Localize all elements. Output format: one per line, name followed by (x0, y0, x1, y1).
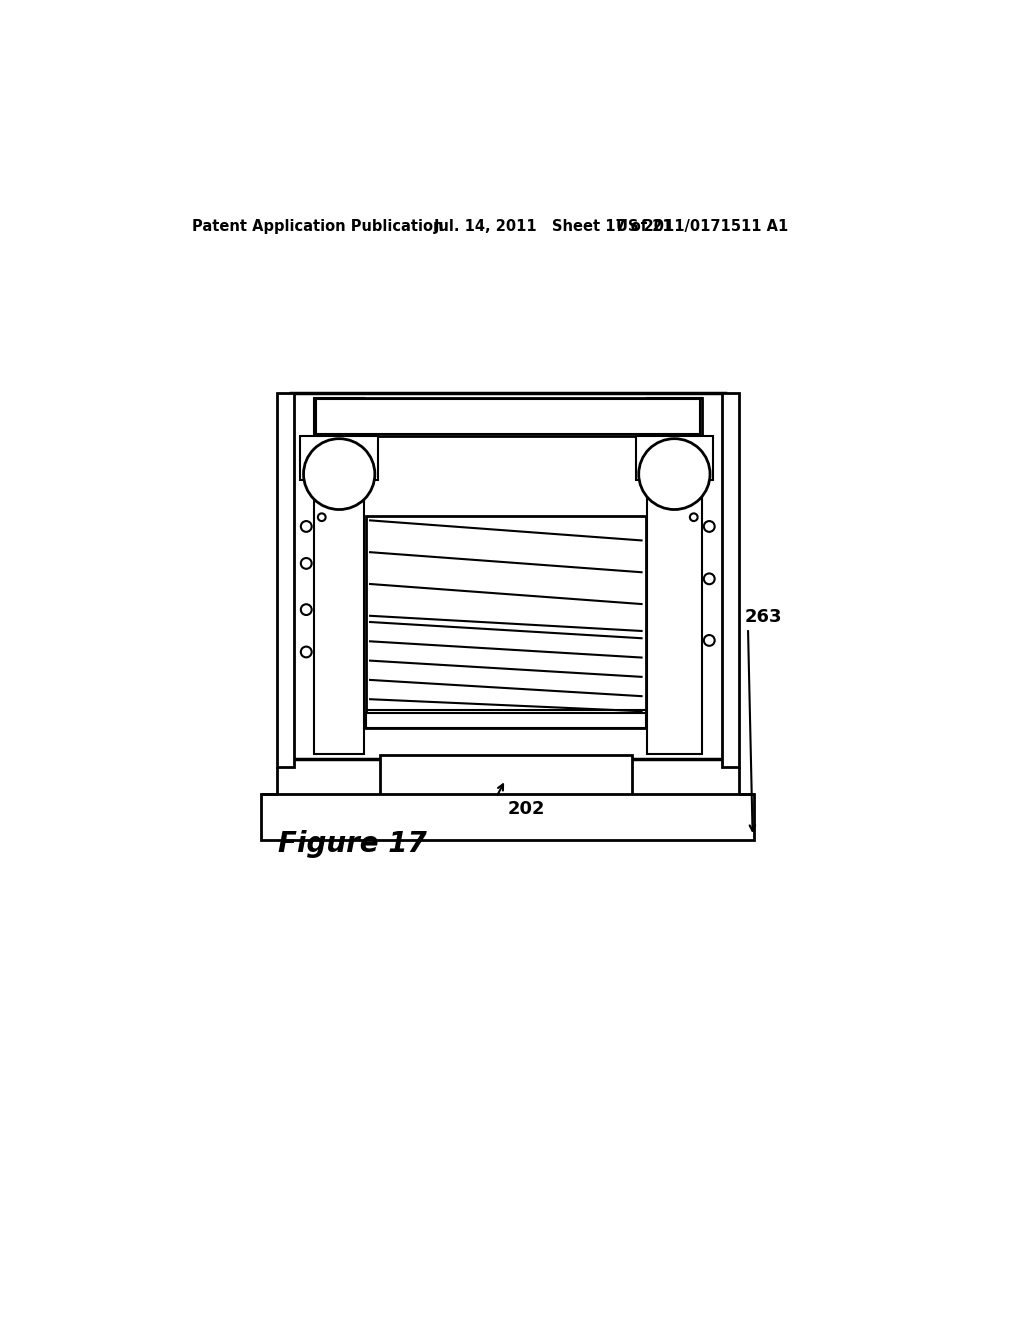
Bar (380, 755, 632, 805)
Circle shape (301, 647, 311, 657)
Circle shape (703, 573, 715, 585)
Bar (722, 393, 738, 767)
Bar (647, 397, 701, 755)
Bar (636, 436, 713, 480)
Circle shape (703, 521, 715, 532)
Bar (261, 793, 755, 840)
Circle shape (301, 521, 311, 532)
Text: US 2011/0171511 A1: US 2011/0171511 A1 (616, 219, 788, 234)
Circle shape (639, 438, 710, 510)
Text: Figure 17: Figure 17 (279, 830, 427, 858)
Bar (300, 436, 378, 480)
Circle shape (301, 558, 311, 569)
Circle shape (301, 605, 311, 615)
Bar (276, 393, 294, 767)
Text: Jul. 14, 2011   Sheet 17 of 21: Jul. 14, 2011 Sheet 17 of 21 (434, 219, 674, 234)
Text: Patent Application Publication: Patent Application Publication (191, 219, 443, 234)
Bar (314, 397, 701, 436)
Circle shape (317, 513, 326, 521)
Bar (366, 516, 646, 729)
Bar (314, 397, 365, 755)
Bar (315, 400, 700, 434)
Circle shape (690, 513, 697, 521)
Text: 202: 202 (508, 800, 545, 818)
Text: 263: 263 (744, 607, 781, 626)
Bar (366, 713, 646, 729)
Circle shape (303, 438, 375, 510)
Circle shape (703, 635, 715, 645)
Bar (291, 393, 725, 759)
